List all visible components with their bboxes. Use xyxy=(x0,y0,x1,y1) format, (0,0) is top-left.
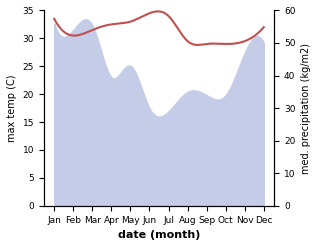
X-axis label: date (month): date (month) xyxy=(118,230,200,240)
Y-axis label: med. precipitation (kg/m2): med. precipitation (kg/m2) xyxy=(301,43,311,174)
Y-axis label: max temp (C): max temp (C) xyxy=(7,74,17,142)
